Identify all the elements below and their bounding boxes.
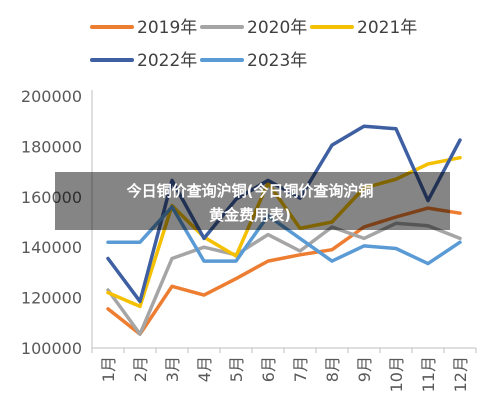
y-tick-label: 160000 [21,188,82,207]
y-tick-label: 140000 [21,238,82,257]
x-tick-label: 4月 [195,356,214,382]
series-lines [106,124,462,336]
overlay-title-line-1: 今日铜价查询沪铜(今日铜价查询沪铜 [126,182,374,200]
legend-label: 2023年 [247,51,307,71]
overlay-title-line-2: 黄金费用表) [209,206,291,224]
legend: 2019年 2020年 2021年 2022年 2023年 [90,18,417,71]
title-overlay: 今日铜价查询沪铜(今日铜价查询沪铜 黄金费用表) [55,172,450,230]
overlay-band [55,172,450,230]
x-tick-label: 12月 [451,356,470,392]
x-tick-label: 11月 [419,356,438,392]
series-line-2022年 [106,124,462,304]
y-tick-label: 100000 [21,339,82,358]
x-tick-label: 10月 [387,356,406,392]
x-tick-label: 8月 [323,356,342,382]
legend-label: 2021年 [357,18,417,38]
legend-label: 2020年 [247,18,307,38]
x-tick-label: 2月 [131,356,150,382]
legend-label: 2022年 [137,51,197,71]
x-tick-label: 1月 [99,356,118,382]
x-tick-label: 7月 [291,356,310,382]
series-line-2021年 [106,155,462,309]
x-tick-label: 3月 [163,356,182,382]
y-axis: 100000 120000 140000 160000 180000 200000 [21,87,93,358]
legend-label: 2019年 [137,18,197,38]
x-tick-label: 5月 [227,356,246,382]
series-line-2023年 [106,205,462,266]
y-tick-label: 200000 [21,87,82,106]
y-tick-label: 180000 [21,137,82,156]
x-axis: 1月 2月 3月 4月 5月 6月 7月 8月 9月 10月 11月 12月 [91,347,477,392]
y-tick-label: 120000 [21,289,82,308]
series-line-2019年 [106,206,462,336]
series-line-2020年 [106,221,462,336]
x-tick-label: 6月 [259,356,278,382]
x-tick-label: 9月 [355,356,374,382]
